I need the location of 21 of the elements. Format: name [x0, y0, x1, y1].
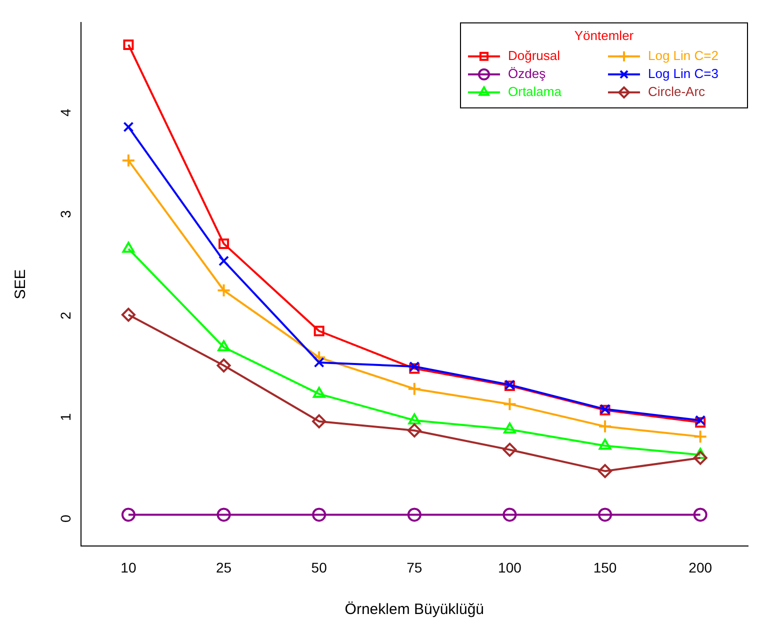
x-tick-label: 50: [311, 559, 328, 576]
x-tick-label: 10: [120, 559, 136, 576]
y-axis-title: SEE: [12, 269, 30, 300]
y-tick-label: 0: [58, 514, 74, 523]
x-tick-label: 150: [593, 559, 617, 576]
y-tick-label: 2: [58, 312, 74, 320]
x-tick-label: 25: [216, 559, 232, 576]
legend-label: Doğrusal: [508, 48, 560, 63]
y-tick-label: 3: [58, 210, 74, 218]
x-tick-label: 100: [498, 559, 522, 576]
x-axis-title: Örneklem Büyüklüğü: [344, 601, 484, 618]
legend-label: Özdeş: [508, 66, 546, 81]
y-tick-label: 1: [58, 413, 74, 422]
legend-label: Ortalama: [508, 84, 562, 99]
x-tick-label: 75: [406, 559, 422, 576]
y-tick-label: 4: [58, 108, 74, 116]
legend-label: Circle-Arc: [648, 84, 706, 99]
legend-label: Log Lin C=2: [648, 48, 718, 63]
legend-title: Yöntemler: [574, 28, 634, 43]
legend-label: Log Lin C=3: [648, 66, 718, 81]
x-tick-label: 200: [688, 559, 712, 576]
